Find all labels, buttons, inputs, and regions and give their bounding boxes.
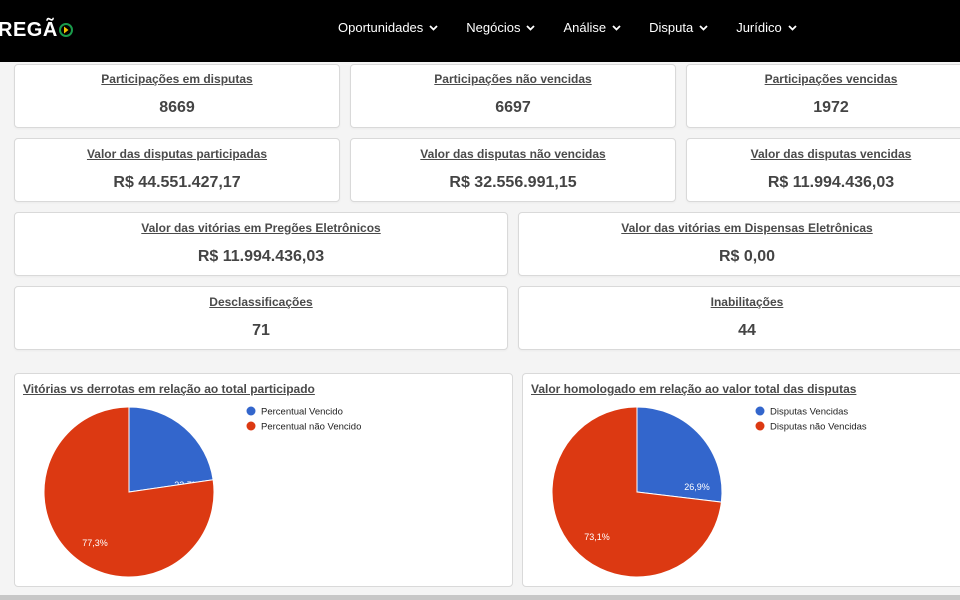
stat-title[interactable]: Inabilitações [710, 295, 784, 309]
stat-title[interactable]: Desclassificações [209, 295, 313, 309]
stat-title[interactable]: Valor das disputas vencidas [750, 147, 912, 161]
stat-title[interactable]: Valor das disputas não vencidas [420, 147, 606, 161]
nav-oportunidades[interactable]: Oportunidades [338, 20, 438, 35]
top-navbar: REGÃ Oportunidades Negócios Análise Disp… [0, 0, 960, 62]
chevron-down-icon [788, 24, 797, 31]
main-nav: Oportunidades Negócios Análise Disputa J… [338, 20, 825, 35]
stat-value: 6697 [495, 99, 531, 116]
legend-label[interactable]: Disputas não Vencidas [770, 422, 867, 433]
stat-value: R$ 11.994.436,03 [197, 248, 325, 265]
legend-marker [246, 406, 256, 416]
stat-title[interactable]: Participações em disputas [101, 72, 253, 86]
chevron-down-icon [429, 24, 438, 31]
legend-marker [755, 421, 765, 431]
stat-title[interactable]: Valor das disputas participadas [86, 147, 268, 161]
slice-label: 77,3% [82, 538, 108, 548]
stat-card-dispensas: Valor das vitórias em Dispensas Eletrôni… [518, 212, 960, 276]
nav-label: Disputa [649, 20, 694, 35]
stat-card-value-participated: Valor das disputas participadas R$ 44.55… [14, 138, 340, 202]
pie-slice[interactable] [128, 406, 214, 493]
stat-title[interactable]: Valor das vitórias em Pregões Eletrônico… [141, 221, 381, 235]
stat-card-pregoes: Valor das vitórias em Pregões Eletrônico… [14, 212, 508, 276]
pie-chart-homologated: 26,9% 73,1% Disputas Vencidas Disputas não … [551, 406, 867, 578]
chevron-down-icon [612, 24, 621, 31]
legend-marker [246, 421, 256, 431]
stat-card-value-not-won: Valor das disputas não vencidas R$ 32.55… [350, 138, 676, 202]
chart-card-homologated: 26,9% 73,1% Disputas Vencidas Disputas não … [522, 373, 960, 587]
brand-arrow-icon [58, 23, 73, 37]
nav-label: Análise [563, 20, 607, 35]
stat-card-value-won: Valor das disputas vencidas R$ 11.994.43… [686, 138, 960, 202]
stat-value: R$ 32.556.991,15 [449, 174, 577, 191]
stat-card-participations: Participações em disputas 8669 [14, 64, 340, 128]
brand-logo[interactable]: REGÃ [0, 18, 73, 42]
chevron-down-icon [526, 24, 536, 31]
stat-title[interactable]: Participações não vencidas [434, 72, 592, 86]
chart-title[interactable]: Valor homologado em relação ao valor tot… [531, 382, 857, 396]
logo-text: REGÃ [0, 18, 58, 41]
stat-title[interactable]: Valor das vitórias em Dispensas Eletrôni… [621, 221, 873, 235]
nav-juridico[interactable]: Jurídico [736, 20, 797, 35]
stat-value: 8669 [159, 99, 195, 116]
legend-label[interactable]: Percentual não Vencido [261, 422, 361, 433]
chart-title[interactable]: Vitórias vs derrotas em relação ao total… [23, 382, 315, 396]
stat-value: R$ 11.994.436,03 [767, 174, 895, 191]
stat-card-won: Participações vencidas 1972 [686, 64, 960, 128]
stat-card-inabilitacoes: Inabilitações 44 [518, 286, 960, 350]
nav-label: Oportunidades [338, 20, 424, 35]
nav-negocios[interactable]: Negócios [466, 20, 536, 35]
legend-label[interactable]: Percentual Vencido [261, 407, 343, 418]
stat-title[interactable]: Participações vencidas [764, 72, 898, 86]
pie-slice[interactable] [636, 406, 723, 503]
nav-analise[interactable]: Análise [563, 20, 621, 35]
stat-value: R$ 44.551.427,17 [113, 174, 241, 191]
stat-card-desclassificacoes: Desclassificações 71 [14, 286, 508, 350]
stat-value: R$ 0,00 [718, 248, 776, 265]
slice-label: 73,1% [584, 532, 610, 542]
legend-marker [755, 406, 765, 416]
pie-slice[interactable] [43, 406, 215, 578]
nav-disputa[interactable]: Disputa [649, 20, 708, 35]
stat-value: 71 [252, 322, 270, 339]
legend-label[interactable]: Disputas Vencidas [770, 407, 848, 418]
stat-card-not-won: Participações não vencidas 6697 [350, 64, 676, 128]
stat-value: 44 [738, 322, 756, 339]
nav-label: Jurídico [736, 20, 782, 35]
chevron-down-icon [699, 24, 708, 31]
slice-label: 26,9% [684, 482, 710, 492]
nav-label: Negócios [466, 20, 521, 35]
stat-value: 1972 [813, 99, 849, 116]
pie-slice[interactable] [551, 406, 722, 578]
bottom-divider [0, 595, 960, 600]
